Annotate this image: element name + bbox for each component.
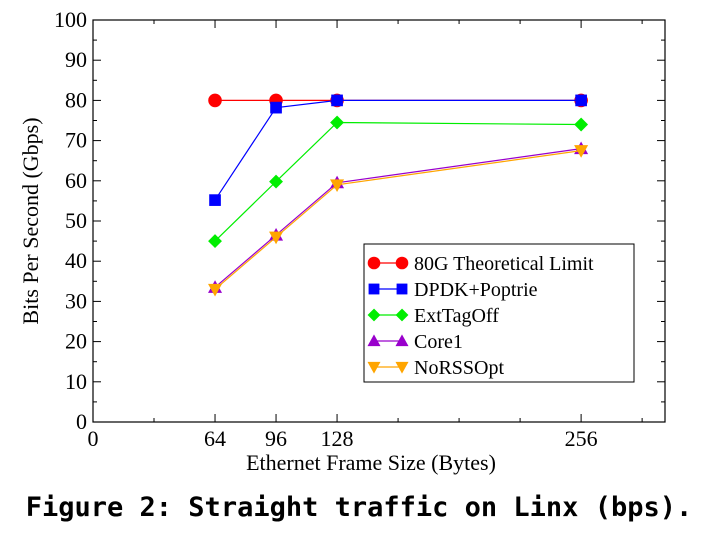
series-exttagoff bbox=[208, 115, 589, 249]
data-point-circle bbox=[395, 256, 409, 270]
data-point-square bbox=[575, 94, 587, 107]
data-point-square bbox=[331, 94, 343, 107]
x-tick-label: 96 bbox=[265, 426, 287, 451]
y-tick-label: 100 bbox=[54, 7, 87, 32]
legend-label: DPDK+Poptrie bbox=[414, 279, 538, 301]
y-tick-label: 0 bbox=[76, 409, 87, 434]
legend-item: NoRSSOpt bbox=[367, 357, 504, 379]
series-line bbox=[214, 148, 582, 288]
x-tick-label: 64 bbox=[204, 426, 226, 451]
data-point-circle bbox=[367, 256, 381, 270]
data-point-diamond bbox=[395, 308, 409, 322]
legend-label: NoRSSOpt bbox=[414, 357, 504, 379]
y-tick-label: 10 bbox=[65, 369, 87, 394]
data-point-diamond bbox=[574, 117, 589, 132]
legend-item: ExtTagOff bbox=[367, 305, 499, 327]
legend-label: Core1 bbox=[414, 331, 463, 353]
y-axis-label: Bits Per Second (Gbps) bbox=[18, 117, 43, 324]
data-point-diamond bbox=[367, 308, 381, 322]
data-point-triangle-down bbox=[367, 361, 381, 374]
data-point-triangle-down bbox=[395, 361, 409, 374]
y-tick-label: 80 bbox=[65, 87, 87, 112]
y-tick-label: 20 bbox=[65, 329, 87, 354]
series-dpdk-poptrie bbox=[209, 94, 587, 206]
data-point-triangle-down bbox=[574, 145, 589, 158]
series-norssopt bbox=[208, 145, 589, 297]
legend: 80G Theoretical Limit DPDK+Poptrie ExtTagO… bbox=[363, 243, 635, 383]
legend-item: 80G Theoretical Limit bbox=[367, 253, 594, 275]
y-tick-label: 90 bbox=[65, 47, 87, 72]
legend-item: Core1 bbox=[367, 331, 463, 353]
line-chart: 0 10 20 30 40 50 60 70 80 90 100 0 64 96 128 256 80G Th… bbox=[18, 7, 666, 475]
legend-box bbox=[363, 243, 635, 383]
data-point-circle bbox=[208, 93, 222, 108]
x-tick-label: 256 bbox=[565, 426, 598, 451]
axis-ticks: 0 10 20 30 40 50 60 70 80 90 100 0 64 96 128 256 bbox=[54, 7, 665, 451]
data-point-square bbox=[209, 194, 221, 206]
y-tick-label: 50 bbox=[65, 208, 87, 233]
y-tick-label: 30 bbox=[65, 288, 87, 313]
legend-label: ExtTagOff bbox=[414, 305, 499, 327]
data-point-square bbox=[368, 283, 380, 295]
y-tick-label: 60 bbox=[65, 168, 87, 193]
data-point-triangle-up bbox=[395, 334, 409, 347]
series-line bbox=[214, 150, 582, 290]
figure-caption: Figure 2: Straight traffic on Linx (bps)… bbox=[25, 492, 693, 523]
data-point-diamond bbox=[330, 115, 344, 130]
series-line bbox=[214, 99, 582, 201]
y-tick-label: 70 bbox=[65, 128, 87, 153]
legend-item: DPDK+Poptrie bbox=[368, 279, 538, 301]
data-point-diamond bbox=[208, 234, 222, 249]
data-point-square bbox=[396, 283, 408, 295]
data-point-triangle-down bbox=[269, 231, 284, 245]
y-tick-label: 40 bbox=[65, 248, 87, 273]
data-point-diamond bbox=[269, 174, 283, 189]
data-point-triangle-down bbox=[208, 283, 223, 297]
series-line bbox=[214, 121, 582, 242]
data-point-square bbox=[270, 101, 282, 114]
x-tick-label: 128 bbox=[321, 426, 354, 451]
x-axis-label: Ethernet Frame Size (Bytes) bbox=[246, 450, 496, 475]
data-point-triangle-down bbox=[330, 179, 345, 192]
series-lines bbox=[208, 93, 589, 297]
legend-label: 80G Theoretical Limit bbox=[414, 253, 594, 275]
data-point-triangle-up bbox=[367, 334, 381, 347]
x-tick-label: 0 bbox=[88, 426, 99, 451]
